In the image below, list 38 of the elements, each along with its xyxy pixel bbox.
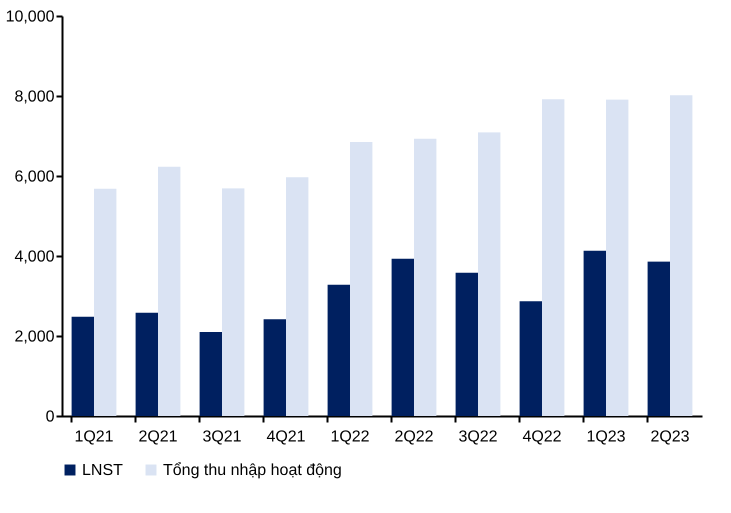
bar [222, 188, 244, 416]
bar [606, 100, 628, 416]
bar [350, 142, 372, 416]
y-tick-label: 4,000 [14, 248, 55, 266]
y-tick-label: 0 [46, 408, 55, 426]
bar [414, 138, 436, 416]
bar [478, 132, 500, 416]
bar [456, 272, 478, 416]
x-tick-label: 2Q22 [394, 428, 434, 446]
x-tick-label: 1Q22 [330, 428, 370, 446]
y-tick-label: 8,000 [14, 88, 55, 106]
bar [286, 177, 308, 416]
x-tick-label: 1Q23 [586, 428, 626, 446]
bar [584, 250, 606, 416]
bar [94, 188, 116, 416]
bar [264, 319, 286, 416]
x-tick-label: 3Q22 [458, 428, 498, 446]
bar [136, 312, 158, 416]
legend-label: Tổng thu nhập hoạt động [163, 462, 342, 479]
x-tick-label: 4Q21 [266, 428, 306, 446]
bar [158, 166, 180, 416]
y-tick-label: 2,000 [14, 328, 55, 346]
x-tick-label: 2Q21 [138, 428, 178, 446]
x-tick-label: 1Q21 [74, 428, 114, 446]
y-tick-label: 10,000 [6, 8, 55, 26]
bar [520, 301, 542, 416]
bar [392, 258, 414, 416]
bar [542, 99, 564, 416]
x-tick-label: 3Q21 [202, 428, 242, 446]
bar [72, 316, 94, 416]
bar [648, 262, 670, 416]
bar [670, 95, 692, 416]
x-tick-label: 2Q23 [650, 428, 690, 446]
bar [328, 284, 350, 416]
bar [200, 332, 222, 416]
x-tick-label: 4Q22 [522, 428, 562, 446]
legend-label: LNST [82, 462, 124, 479]
y-tick-label: 6,000 [14, 168, 55, 186]
